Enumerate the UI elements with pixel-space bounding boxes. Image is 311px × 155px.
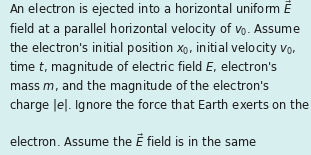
Text: mass $m$, and the magnitude of the electron's: mass $m$, and the magnitude of the elect…	[9, 78, 271, 95]
Text: electron. Assume the $\vec{E}$ field is in the same: electron. Assume the $\vec{E}$ field is …	[9, 133, 257, 150]
Text: the electron's initial position $x_0$, initial velocity $v_0$,: the electron's initial position $x_0$, i…	[9, 40, 297, 57]
Text: time $t$, magnitude of electric field $E$, electron's: time $t$, magnitude of electric field $E…	[9, 59, 278, 76]
Text: field at a parallel horizontal velocity of $v_0$. Assume: field at a parallel horizontal velocity …	[9, 21, 301, 38]
Text: charge $|e|$. Ignore the force that Earth exerts on the: charge $|e|$. Ignore the force that Eart…	[9, 97, 310, 114]
Text: An electron is ejected into a horizontal uniform $\vec{E}$: An electron is ejected into a horizontal…	[9, 0, 293, 19]
